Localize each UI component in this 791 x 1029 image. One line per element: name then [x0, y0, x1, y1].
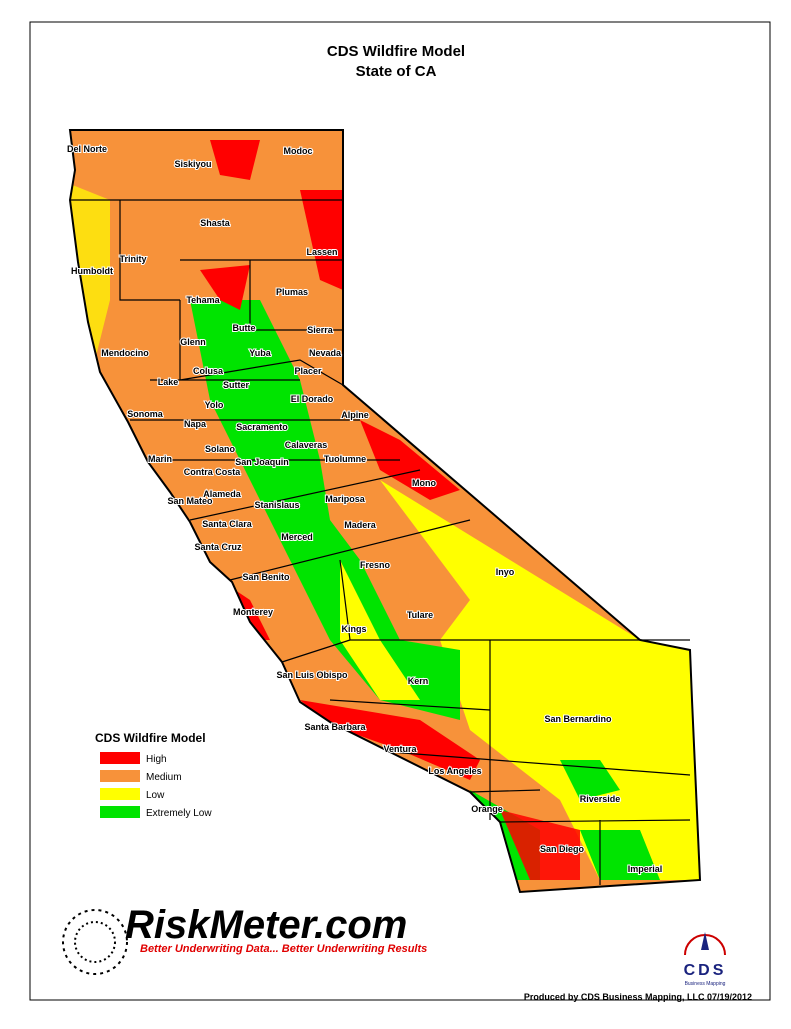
legend-title: CDS Wildfire Model	[95, 731, 206, 745]
county-label: Plumas	[276, 287, 308, 297]
county-label: Tehama	[186, 295, 220, 305]
logo-name: RiskMeter.com	[125, 903, 407, 947]
county-label: Modoc	[284, 146, 313, 156]
legend-label: Medium	[146, 772, 182, 783]
county-label: Madera	[344, 520, 377, 530]
county-label: Fresno	[360, 560, 391, 570]
county-label: Shasta	[200, 218, 231, 228]
logo-tagline: Better Underwriting Data... Better Under…	[140, 943, 427, 955]
county-label: Sonoma	[127, 409, 163, 419]
county-label: Imperial	[628, 864, 663, 874]
county-label: Inyo	[496, 567, 515, 577]
county-label: Alpine	[341, 410, 369, 420]
cds-sub: Business Mapping	[685, 981, 726, 987]
county-label: Napa	[184, 419, 207, 429]
county-label: Monterey	[233, 607, 273, 617]
legend-swatch	[100, 770, 140, 782]
logo-burst	[62, 909, 128, 975]
county-label: Siskiyou	[174, 159, 211, 169]
county-label: Sacramento	[236, 422, 288, 432]
county-label: Kings	[341, 624, 366, 634]
county-label: Merced	[281, 532, 313, 542]
county-label: Solano	[205, 444, 236, 454]
footer: Produced by CDS Business Mapping, LLC 07…	[524, 992, 752, 1002]
county-label: San Mateo	[167, 496, 213, 506]
county-label: El Dorado	[291, 394, 334, 404]
state-outline	[68, 129, 702, 894]
county-label: Santa Cruz	[194, 542, 242, 552]
county-label: Lassen	[306, 247, 337, 257]
county-label: San Bernardino	[544, 714, 612, 724]
legend-swatch	[100, 752, 140, 764]
county-label: Butte	[233, 323, 256, 333]
county-label: Del Norte	[67, 144, 107, 154]
county-label: Contra Costa	[184, 467, 241, 477]
county-label: San Benito	[242, 572, 290, 582]
county-label: Kern	[408, 676, 429, 686]
legend-swatch	[100, 806, 140, 818]
county-label: Los Angeles	[428, 766, 481, 776]
subtitle: State of CA	[356, 63, 437, 80]
county-label: Humboldt	[71, 266, 113, 276]
county-label: Glenn	[180, 337, 206, 347]
county-label: Trinity	[119, 254, 146, 264]
cds-logo: CDS Business Mapping	[684, 932, 727, 987]
county-label: Santa Clara	[202, 519, 253, 529]
county-label: Stanislaus	[254, 500, 299, 510]
county-label: Tuolumne	[324, 454, 366, 464]
county-label: Colusa	[193, 366, 224, 376]
county-label: Tulare	[407, 610, 433, 620]
title: CDS Wildfire Model	[327, 43, 465, 60]
county-label: San Diego	[540, 844, 585, 854]
legend-label: Low	[146, 790, 165, 801]
county-label: San Luis Obispo	[276, 670, 348, 680]
county-label: Yuba	[249, 348, 272, 358]
county-label: Ventura	[383, 744, 417, 754]
legend-swatch	[100, 788, 140, 800]
legend-label: High	[146, 754, 167, 765]
county-label: Calaveras	[285, 440, 328, 450]
county-label: Mono	[412, 478, 436, 488]
riskmeter-logo: RiskMeter.com Better Underwriting Data..…	[62, 903, 427, 975]
legend-label: Extremely Low	[146, 808, 212, 819]
county-label: San Joaquin	[235, 457, 289, 467]
county-label: Nevada	[309, 348, 342, 358]
county-label: Yolo	[205, 400, 224, 410]
county-labels: Del Norte Siskiyou Modoc Humboldt Trinity Sha…	[66, 143, 663, 875]
county-label: Mendocino	[101, 348, 149, 358]
county-label: Mariposa	[325, 494, 366, 504]
county-label: Marin	[148, 454, 172, 464]
county-label: Riverside	[580, 794, 621, 804]
county-label: Lake	[158, 377, 179, 387]
county-label: Sierra	[307, 325, 334, 335]
county-label: Alameda	[203, 489, 242, 499]
county-label: Santa Barbara	[304, 722, 366, 732]
cds-name: CDS	[684, 962, 727, 979]
county-label: Placer	[294, 366, 322, 376]
county-label: Sutter	[223, 380, 250, 390]
legend: CDS Wildfire Model High Medium Low Extremel…	[95, 731, 212, 819]
county-lines	[70, 199, 691, 885]
county-label: Orange	[471, 804, 503, 814]
